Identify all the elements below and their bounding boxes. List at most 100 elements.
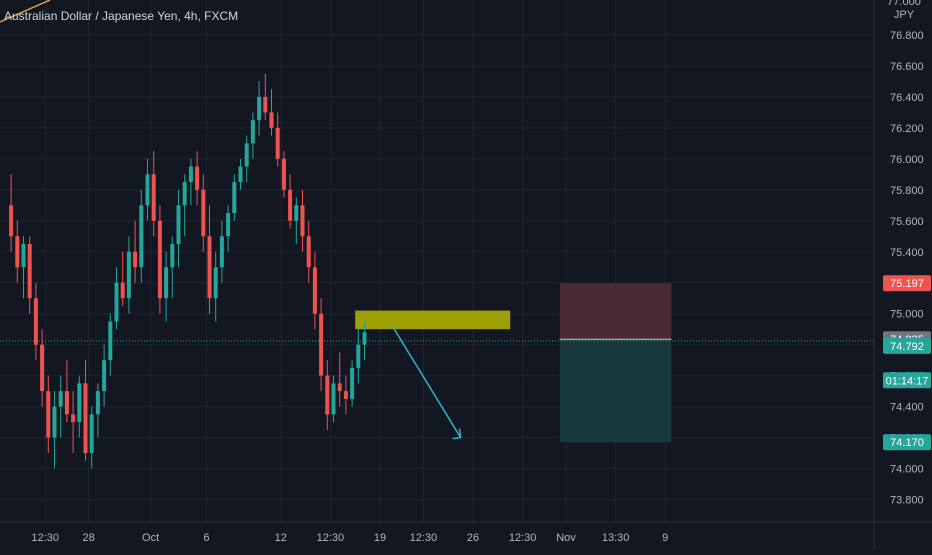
candle-body [33, 298, 38, 345]
currency-label-price: 77.000 [887, 0, 921, 8]
candle-body [170, 244, 175, 268]
candle-body [77, 383, 82, 423]
price-axis-label-bg [883, 275, 931, 292]
candle-body [71, 414, 76, 423]
candle-body [269, 112, 274, 128]
candle-body [182, 182, 187, 206]
x-axis-tick-label: 13:30 [602, 532, 630, 544]
y-axis-tick-label: 76.200 [890, 123, 924, 135]
x-axis-tick-label: 6 [203, 532, 209, 544]
candle-body [126, 251, 131, 299]
candle-body [151, 174, 156, 221]
candle-body [337, 383, 342, 392]
candle-body [219, 236, 224, 268]
candle-body [21, 244, 26, 268]
x-axis-tick-label: 26 [467, 532, 479, 544]
y-axis-tick-label: 74.400 [890, 402, 924, 414]
y-axis-tick-label: 74.000 [890, 464, 924, 476]
x-axis-tick-label: 19 [374, 532, 386, 544]
x-axis-tick-label: 12:30 [509, 532, 537, 544]
candle-body [207, 236, 212, 299]
price-axis-label-bg [883, 337, 931, 354]
candle-body [40, 344, 45, 392]
candle-body [325, 375, 330, 415]
candle-body [145, 174, 150, 206]
candle-body [213, 267, 218, 299]
x-axis-tick-label: 12:30 [410, 532, 438, 544]
projection-arrowhead [452, 428, 462, 440]
candle-body [201, 189, 206, 237]
candle-body [133, 251, 138, 268]
price-axis-label-bg [883, 434, 931, 451]
candle-body [312, 267, 317, 314]
y-axis-tick-label: 75.600 [890, 216, 924, 228]
x-axis-tick-label: 9 [662, 532, 668, 544]
candle-body [176, 205, 181, 245]
candle-body [164, 267, 169, 299]
y-axis-tick-label: 76.000 [890, 154, 924, 166]
price-axis-label-bg [883, 372, 931, 389]
candle-body [288, 189, 293, 221]
y-axis-tick-label: 76.600 [890, 61, 924, 73]
price-axis-label: 75.197 [890, 278, 924, 290]
x-axis-tick-label: 12:30 [31, 532, 59, 544]
candle-body [46, 391, 51, 438]
candle-body [356, 344, 361, 368]
candle-body [157, 220, 162, 299]
candle-body [226, 213, 231, 237]
x-axis-tick-label: Oct [142, 532, 159, 544]
candle-body [281, 158, 286, 190]
candle-body [188, 166, 193, 183]
candle-body [108, 321, 113, 361]
candle-body [263, 96, 268, 113]
projection-arrow[interactable] [391, 325, 462, 438]
candle-body [139, 205, 144, 268]
candle-body [319, 313, 324, 376]
candle-body [300, 205, 305, 237]
candle-body [362, 332, 367, 345]
take-profit-zone[interactable] [559, 339, 672, 443]
candle-body [120, 282, 125, 299]
y-axis-tick-label: 76.400 [890, 92, 924, 104]
x-axis-tick-label: Nov [556, 532, 576, 544]
candle-body [275, 127, 280, 159]
candle-body [195, 166, 200, 190]
y-axis-tick-label: 75.800 [890, 185, 924, 197]
price-axis-label: 74.170 [890, 437, 924, 449]
candle-body [58, 391, 63, 407]
candle-body [343, 391, 348, 399]
candle-body [89, 414, 94, 454]
candle-body [250, 120, 255, 144]
stop-loss-zone[interactable] [559, 283, 672, 340]
x-axis-tick-label: 28 [82, 532, 94, 544]
candle-body [294, 205, 299, 221]
candle-body [306, 236, 311, 268]
price-axis-label: 74.792 [890, 341, 924, 353]
candle-body [64, 391, 69, 415]
currency-label-unit: JPY [894, 9, 915, 21]
candle-body [83, 383, 88, 454]
candle-body [102, 360, 107, 392]
candle-body [331, 383, 336, 415]
resistance-zone[interactable] [355, 310, 511, 330]
candle-body [114, 282, 119, 322]
y-axis-tick-label: 75.400 [890, 247, 924, 259]
trendline-drawing[interactable] [0, 0, 51, 23]
price-axis-label: 01:14:17 [886, 375, 929, 387]
x-axis-tick-label: 12:30 [317, 532, 345, 544]
candle-body [350, 367, 355, 399]
candle-body [238, 166, 243, 183]
candle-body [244, 143, 249, 167]
y-axis-tick-label: 75.000 [890, 309, 924, 321]
x-axis-tick-label: 12 [275, 532, 287, 544]
candle-body [27, 244, 32, 299]
chart-title: Australian Dollar / Japanese Yen, 4h, FX… [4, 9, 238, 23]
candle-body [95, 391, 100, 415]
candle-body [232, 182, 237, 214]
candle-body [15, 236, 20, 268]
y-axis-tick-label: 73.800 [890, 495, 924, 507]
candle-body [52, 406, 57, 438]
